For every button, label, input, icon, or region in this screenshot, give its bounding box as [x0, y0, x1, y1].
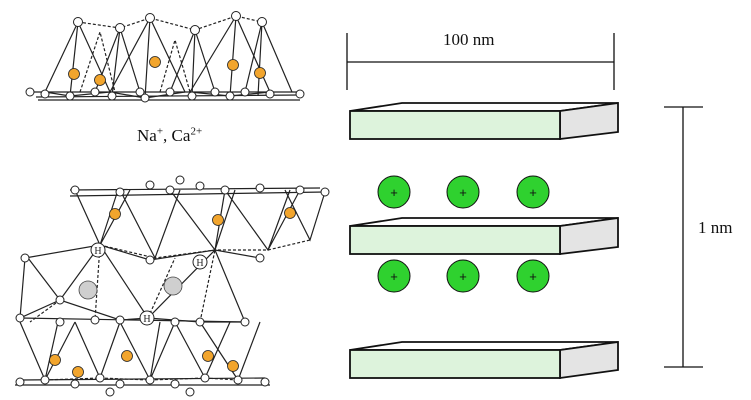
hydroxyl-label: H: [143, 314, 150, 325]
ion-na-charge: +: [156, 125, 164, 138]
hydroxyl-label: H: [94, 246, 101, 257]
height-dimension: [664, 106, 703, 368]
bottom-lower-tetrahedral-sheet: [15, 321, 270, 386]
tetrahedral-silicon-atoms: [49, 207, 296, 378]
octahedral-sheet: [19, 243, 261, 323]
width-label: 100 nm: [443, 30, 495, 49]
interlayer-cations-lower: + + +: [377, 259, 550, 293]
cation: [516, 259, 550, 293]
cation: [446, 175, 480, 209]
cation-sign: +: [529, 185, 537, 200]
hydroxyl-label: H: [196, 258, 203, 269]
top-sheet-oxygen-atoms: [25, 11, 305, 103]
bottom-oxygen-atoms: [15, 175, 330, 397]
interlayer-cations-upper: + + +: [377, 175, 550, 209]
hydroxyl-groups: H H H: [90, 242, 208, 326]
top-tetrahedral-sheet: [30, 14, 301, 101]
cation-sign: +: [390, 269, 398, 284]
cation-sign: +: [459, 185, 467, 200]
clay-platelet-top: [349, 101, 619, 141]
ion-na: Na: [137, 126, 157, 145]
cation: [516, 175, 550, 209]
cation: [377, 175, 411, 209]
cation: [446, 259, 480, 293]
cation-sign: +: [529, 269, 537, 284]
octahedral-aluminium-atoms: [78, 276, 183, 300]
ion-ca-charge: 2+: [190, 125, 203, 138]
ion-ca: Ca: [171, 126, 191, 145]
cation-sign: +: [390, 185, 398, 200]
width-dimension: [346, 33, 615, 90]
top-sheet-silicon-atoms: [68, 56, 266, 86]
interlayer-ions-label: Na+, Ca2+: [137, 126, 202, 146]
cation: [377, 259, 411, 293]
clay-platelet-middle: [349, 216, 619, 256]
height-label: 1 nm: [698, 218, 733, 237]
clay-platelet-bottom: [349, 340, 619, 380]
ion-separator: ,: [163, 126, 172, 145]
cation-sign: +: [459, 269, 467, 284]
